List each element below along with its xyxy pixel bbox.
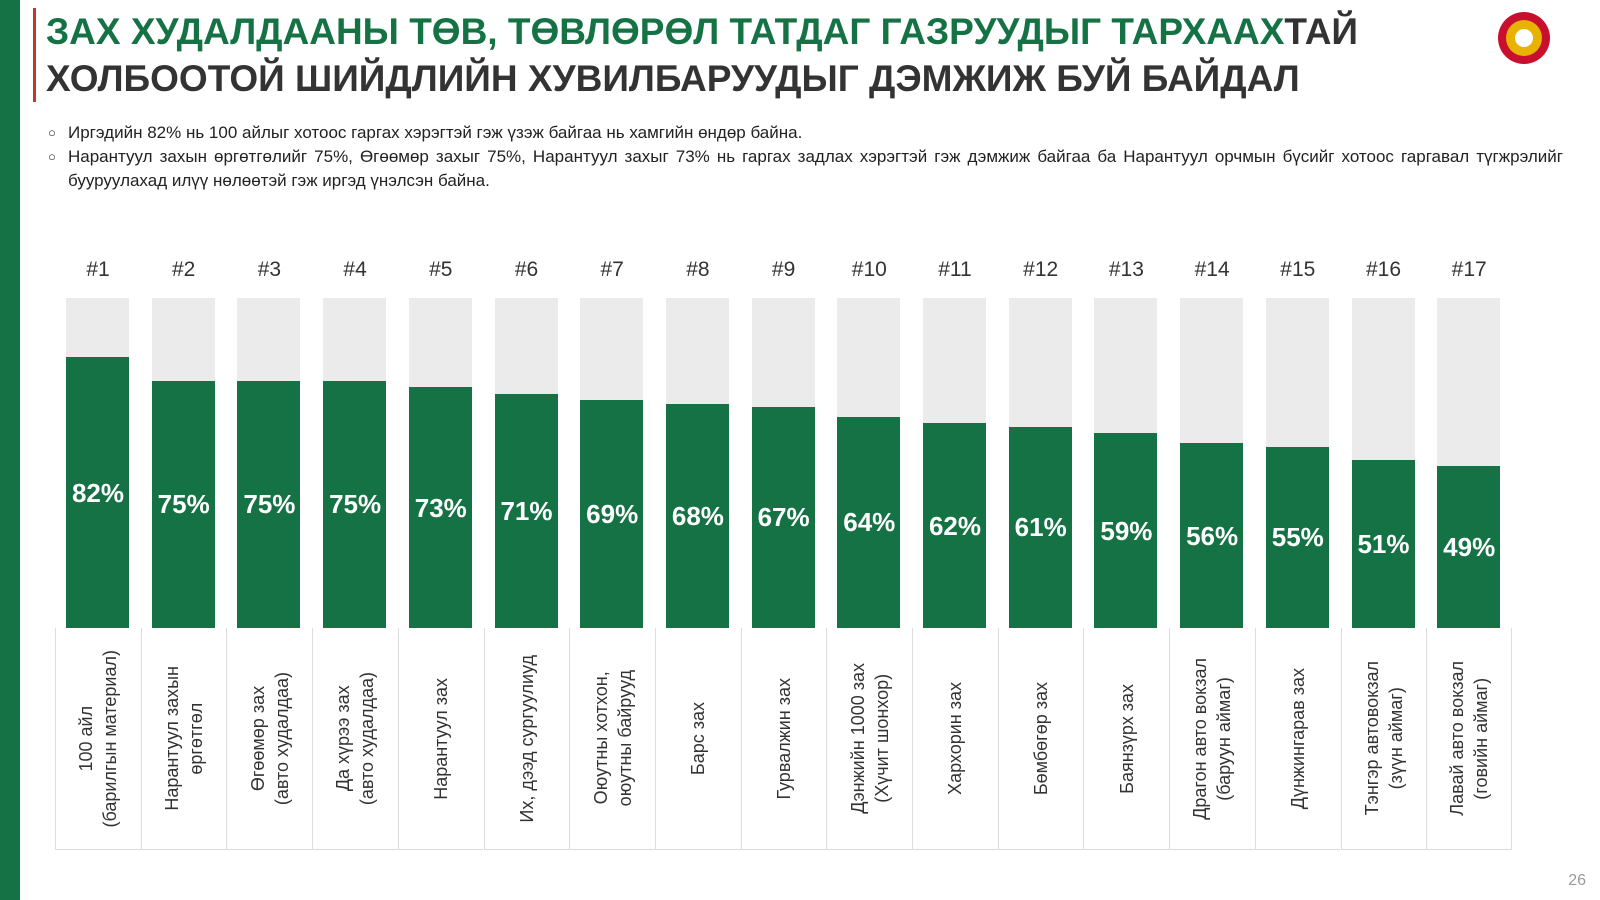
bar — [1094, 433, 1158, 628]
rank-label: #17 — [1451, 258, 1487, 281]
bar — [1180, 443, 1244, 628]
bar — [66, 357, 129, 628]
rank-label: #14 — [1194, 258, 1230, 281]
bar — [923, 423, 986, 628]
category-label: Драгон авто вокзал (баруун аймаг) — [1190, 657, 1235, 820]
value-label: 73% — [414, 492, 467, 523]
bar — [237, 380, 301, 628]
bar — [580, 400, 644, 628]
logo — [1498, 12, 1550, 64]
title-rest: ТАЙ ХОЛБООТОЙ ШИЙДЛИЙН ХУВИЛБАРУУДЫГ ДЭМ… — [46, 11, 1359, 99]
bar — [1437, 466, 1501, 628]
category-label: Гурвалжин зах — [773, 677, 794, 800]
category-cell: Баянзүрх зах — [1083, 628, 1170, 850]
category-cell: Их, дээд сургуулиуд — [483, 628, 570, 850]
category-cell: 100 айл (барилгын материал) — [55, 628, 141, 850]
category-cell: Дүнжингарав зах — [1254, 628, 1341, 850]
category-cell: Нарантуул зах — [397, 628, 484, 850]
rank-label: #5 — [429, 258, 453, 281]
category-label: Тэнгэр автовокзал (зүүн аймаг) — [1361, 661, 1406, 816]
rank-label: #1 — [86, 258, 110, 281]
rank-label: #7 — [600, 258, 624, 281]
rank-label: #4 — [343, 258, 367, 281]
value-label: 75% — [243, 489, 296, 520]
value-label: 51% — [1357, 528, 1410, 559]
rank-label: #11 — [938, 258, 972, 281]
value-label: 61% — [1014, 512, 1067, 543]
category-label: Да хүрээ зах (авто худалдаа) — [333, 671, 378, 806]
category-label: Дэнжийн 1000 зах (Хүчит шонхор) — [847, 663, 892, 814]
value-label: 49% — [1443, 532, 1496, 563]
category-label: Барс зах — [688, 701, 709, 776]
title: ЗАХ ХУДАЛДААНЫ ТӨВ, ТӨВЛӨРӨЛ ТАТДАГ ГАЗР… — [46, 8, 1466, 102]
title-accent — [33, 8, 36, 102]
value-label: 75% — [329, 489, 382, 520]
category-label: Хархорин зах — [945, 682, 966, 795]
bar — [494, 393, 558, 628]
category-cell: Оюутны хотхон, оюутны байрууд — [569, 628, 655, 850]
value-label: 56% — [1186, 520, 1239, 551]
rank-label: #15 — [1280, 258, 1316, 281]
value-label: 64% — [843, 507, 896, 538]
rank-label: #12 — [1023, 258, 1059, 281]
category-cell: Барс зах — [654, 628, 741, 850]
category-label: Баянзүрх зах — [1116, 683, 1137, 794]
rank-label: #10 — [851, 258, 887, 281]
title-highlight: ЗАХ ХУДАЛДААНЫ ТӨВ, ТӨВЛӨРӨЛ ТАТДАГ ГАЗР… — [46, 11, 1285, 52]
category-label: Их, дээд сургуулиуд — [516, 654, 537, 823]
category-label: Нарантуул захын өргөтгөл — [162, 666, 207, 811]
bar — [1008, 426, 1072, 628]
rank-label: #3 — [257, 258, 282, 281]
bar — [1265, 446, 1329, 628]
rank-label: #16 — [1365, 258, 1402, 281]
category-cell: Лавай авто вокзал (говийн аймаг) — [1426, 628, 1512, 850]
side-stripe — [0, 0, 20, 900]
category-cell: Да хүрээ зах (авто худалдаа) — [312, 628, 398, 850]
category-cell: Нарантуул захын өргөтгөл — [140, 628, 227, 850]
bar — [323, 380, 387, 628]
category-label: 100 айл (барилгын материал) — [76, 649, 121, 828]
bar — [751, 406, 815, 628]
category-label: Өгөөмөр зах (авто худалдаа) — [247, 671, 292, 806]
category-label: Бөмбөгөр зах — [1031, 681, 1052, 796]
value-label: 75% — [157, 489, 210, 520]
category-label: Нарантуул зах — [431, 677, 452, 800]
value-label: 71% — [500, 495, 553, 526]
category-cell: Өгөөмөр зах (авто худалдаа) — [226, 628, 313, 850]
category-cell: Бөмбөгөр зах — [997, 628, 1084, 850]
bar — [665, 403, 729, 628]
category-cell: Хархорин зах — [912, 628, 998, 850]
bullet: Иргэдийн 82% нь 100 айлыг хотоос гаргах … — [48, 121, 1563, 145]
category-label: Дүнжингарав зах — [1288, 667, 1309, 810]
value-label: 67% — [757, 502, 810, 533]
bar — [837, 416, 901, 628]
value-label: 68% — [671, 500, 724, 531]
value-label: 62% — [928, 510, 982, 541]
category-cell: Тэнгэр автовокзал (зүүн аймаг) — [1340, 628, 1427, 850]
category-label: Лавай авто вокзал (говийн аймаг) — [1447, 661, 1492, 816]
value-label: 82% — [71, 477, 125, 508]
page-number: 26 — [1568, 872, 1586, 889]
bar — [408, 387, 472, 628]
value-label: 55% — [1271, 522, 1324, 553]
bar — [151, 380, 215, 628]
category-cell: Гурвалжин зах — [740, 628, 827, 850]
bar — [1351, 459, 1415, 628]
category-label: Оюутны хотхон, оюутны байрууд — [590, 670, 635, 807]
rank-label: #8 — [686, 258, 710, 281]
rank-label: #6 — [514, 258, 539, 281]
bullet: Нарантуул захын өргөтгөлийг 75%, Өгөөмөр… — [48, 145, 1563, 193]
value-label: 69% — [586, 499, 639, 530]
category-cell: Дэнжийн 1000 зах (Хүчит шонхор) — [826, 628, 912, 850]
value-label: 59% — [1100, 515, 1153, 546]
rank-label: #13 — [1108, 258, 1144, 281]
category-cell: Драгон авто вокзал (баруун аймаг) — [1169, 628, 1255, 850]
rank-label: #9 — [771, 258, 796, 281]
rank-label: #2 — [172, 258, 196, 281]
